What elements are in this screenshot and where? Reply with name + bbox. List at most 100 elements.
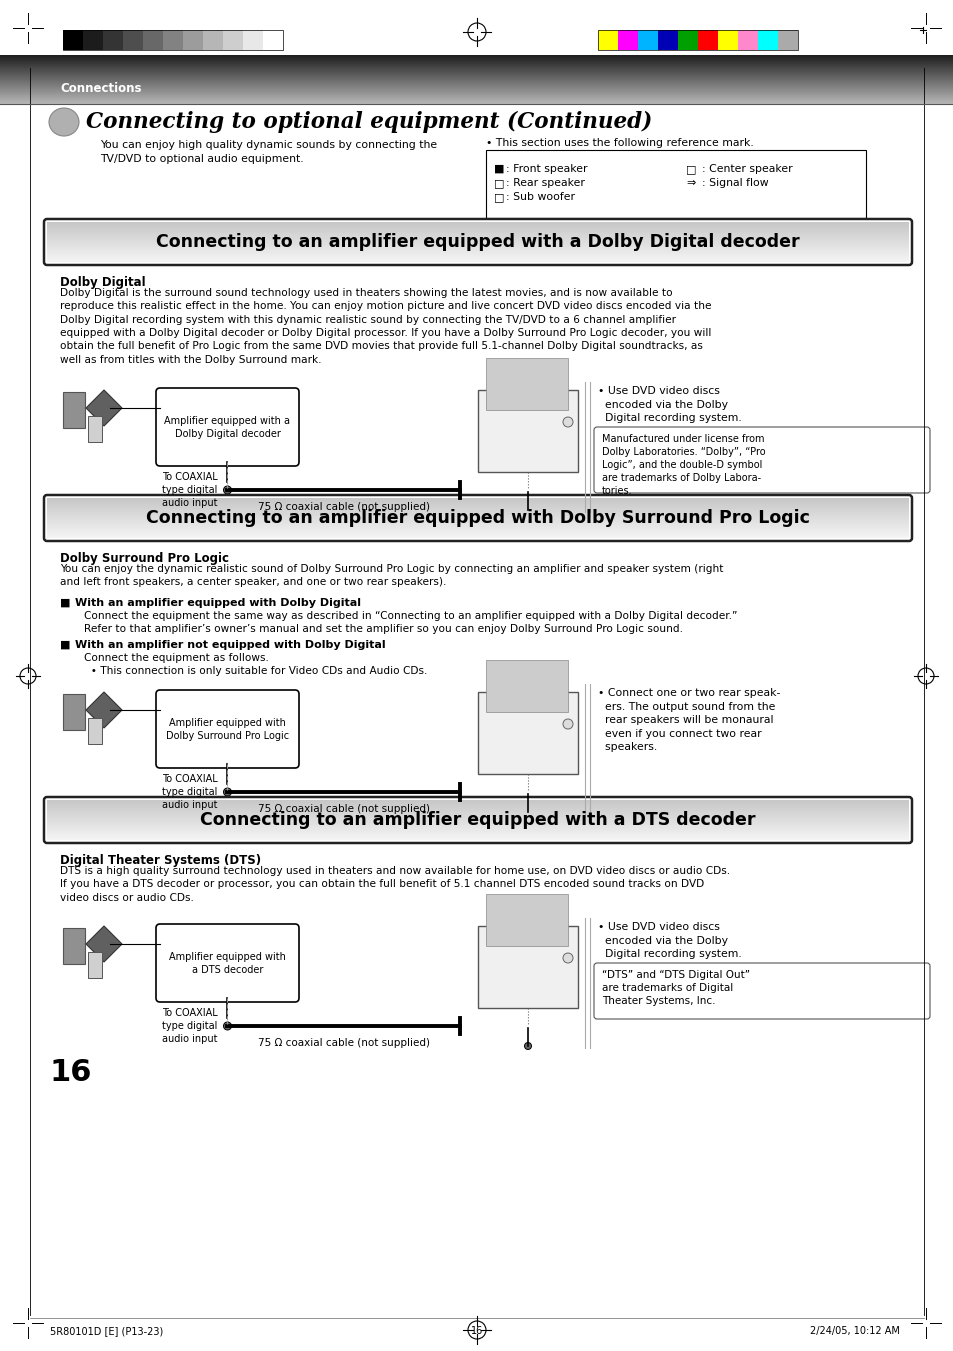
Text: 5R80101D [E] (P13-23): 5R80101D [E] (P13-23)	[50, 1325, 163, 1336]
Bar	[477, 692, 578, 774]
Bar	[88, 416, 102, 442]
Bar	[638, 30, 658, 50]
Bar	[678, 30, 698, 50]
Bar	[698, 30, 718, 50]
Text: : Rear speaker: : Rear speaker	[505, 178, 584, 188]
Text: 16: 16	[50, 1058, 92, 1088]
Circle shape	[524, 1043, 531, 1050]
Bar	[223, 30, 243, 50]
Bar	[183, 30, 203, 50]
Ellipse shape	[49, 108, 79, 136]
Polygon shape	[86, 390, 122, 426]
Circle shape	[524, 808, 531, 816]
Text: 75 Ω coaxial cable (not supplied): 75 Ω coaxial cable (not supplied)	[257, 503, 429, 512]
Text: □: □	[685, 163, 696, 174]
Bar	[485, 358, 567, 409]
Text: • Connect one or two rear speak-
  ers. The output sound from the
  rear speaker: • Connect one or two rear speak- ers. Th…	[598, 688, 780, 753]
Text: • Use DVD video discs
  encoded via the Dolby
  Digital recording system.: • Use DVD video discs encoded via the Do…	[598, 921, 741, 959]
Bar	[485, 150, 865, 218]
Bar	[485, 661, 567, 712]
Text: : Sub woofer: : Sub woofer	[505, 192, 575, 203]
Bar	[63, 30, 83, 50]
Text: 16: 16	[471, 1325, 482, 1336]
Bar	[88, 717, 102, 744]
Bar	[758, 30, 778, 50]
Bar	[243, 30, 263, 50]
Bar	[485, 894, 567, 946]
Text: Manufactured under license from
Dolby Laboratories. “Dolby”, “Pro
Logic”, and th: Manufactured under license from Dolby La…	[601, 434, 765, 496]
Circle shape	[223, 788, 232, 796]
Bar	[63, 694, 85, 730]
Text: Connect the equipment as follows.
  • This connection is only suitable for Video: Connect the equipment as follows. • This…	[84, 653, 427, 677]
Bar	[778, 30, 797, 50]
Text: • This section uses the following reference mark.: • This section uses the following refere…	[485, 138, 753, 149]
FancyBboxPatch shape	[156, 388, 298, 466]
Text: With an amplifier equipped with Dolby Digital: With an amplifier equipped with Dolby Di…	[75, 598, 360, 608]
Bar	[123, 30, 143, 50]
Bar	[88, 952, 102, 978]
Text: Digital Theater Systems (DTS): Digital Theater Systems (DTS)	[60, 854, 261, 867]
Text: : Front speaker: : Front speaker	[505, 163, 587, 174]
Text: Dolby Digital is the surround sound technology used in theaters showing the late: Dolby Digital is the surround sound tech…	[60, 288, 711, 365]
Bar	[738, 30, 758, 50]
Text: Connecting to an amplifier equipped with Dolby Surround Pro Logic: Connecting to an amplifier equipped with…	[146, 509, 809, 527]
Text: You can enjoy high quality dynamic sounds by connecting the
TV/DVD to optional a: You can enjoy high quality dynamic sound…	[100, 141, 436, 165]
Text: • Use DVD video discs
  encoded via the Dolby
  Digital recording system.: • Use DVD video discs encoded via the Do…	[598, 386, 741, 423]
Circle shape	[223, 1021, 232, 1029]
Text: □: □	[494, 178, 504, 188]
Text: 75 Ω coaxial cable (not supplied): 75 Ω coaxial cable (not supplied)	[257, 1038, 429, 1048]
Bar	[718, 30, 738, 50]
Text: 2/24/05, 10:12 AM: 2/24/05, 10:12 AM	[809, 1325, 899, 1336]
Text: □: □	[494, 192, 504, 203]
Text: Connections: Connections	[60, 82, 141, 95]
Text: To COAXIAL
type digital
audio input: To COAXIAL type digital audio input	[162, 774, 217, 809]
FancyBboxPatch shape	[594, 963, 929, 1019]
Bar	[63, 392, 85, 428]
Text: “DTS” and “DTS Digital Out”
are trademarks of Digital
Theater Systems, Inc.: “DTS” and “DTS Digital Out” are trademar…	[601, 970, 749, 1006]
Polygon shape	[86, 692, 122, 728]
Text: : Center speaker: : Center speaker	[701, 163, 792, 174]
Text: DTS is a high quality surround technology used in theaters and now available for: DTS is a high quality surround technolog…	[60, 866, 729, 902]
Bar	[103, 30, 123, 50]
Text: To COAXIAL
type digital
audio input: To COAXIAL type digital audio input	[162, 471, 217, 508]
Text: Connecting to an amplifier equipped with a Dolby Digital decoder: Connecting to an amplifier equipped with…	[156, 232, 799, 251]
Bar	[163, 30, 183, 50]
Text: To COAXIAL
type digital
audio input: To COAXIAL type digital audio input	[162, 1008, 217, 1043]
Text: Amplifier equipped with
Dolby Surround Pro Logic: Amplifier equipped with Dolby Surround P…	[166, 717, 289, 742]
Bar	[598, 30, 797, 50]
Bar	[203, 30, 223, 50]
Bar	[63, 30, 283, 50]
Bar	[263, 30, 283, 50]
Bar	[477, 925, 578, 1008]
Text: : Signal flow: : Signal flow	[701, 178, 768, 188]
Text: Connecting to an amplifier equipped with a DTS decoder: Connecting to an amplifier equipped with…	[200, 811, 755, 830]
Bar	[63, 928, 85, 965]
Text: Amplifier equipped with a
Dolby Digital decoder: Amplifier equipped with a Dolby Digital …	[164, 416, 291, 439]
Text: ⇒: ⇒	[685, 178, 695, 188]
Text: ■: ■	[60, 598, 71, 608]
Text: You can enjoy the dynamic realistic sound of Dolby Surround Pro Logic by connect: You can enjoy the dynamic realistic soun…	[60, 563, 722, 588]
Text: Connecting to optional equipment (Continued): Connecting to optional equipment (Contin…	[86, 111, 652, 132]
FancyBboxPatch shape	[156, 924, 298, 1002]
Bar	[477, 390, 578, 471]
Text: Amplifier equipped with
a DTS decoder: Amplifier equipped with a DTS decoder	[169, 952, 286, 975]
Circle shape	[524, 507, 531, 513]
FancyBboxPatch shape	[156, 690, 298, 767]
FancyBboxPatch shape	[594, 427, 929, 493]
Bar	[83, 30, 103, 50]
Bar	[143, 30, 163, 50]
Circle shape	[223, 486, 232, 494]
Text: Connect the equipment the same way as described in “Connecting to an amplifier e: Connect the equipment the same way as de…	[84, 611, 737, 635]
Bar	[598, 30, 618, 50]
Text: Dolby Surround Pro Logic: Dolby Surround Pro Logic	[60, 553, 229, 565]
Text: With an amplifier not equipped with Dolby Digital: With an amplifier not equipped with Dolb…	[75, 640, 385, 650]
Text: Dolby Digital: Dolby Digital	[60, 276, 146, 289]
Bar	[618, 30, 638, 50]
Circle shape	[562, 417, 573, 427]
Bar	[658, 30, 678, 50]
Text: ■: ■	[494, 163, 504, 174]
Circle shape	[562, 952, 573, 963]
Text: 75 Ω coaxial cable (not supplied): 75 Ω coaxial cable (not supplied)	[257, 804, 429, 815]
Circle shape	[562, 719, 573, 730]
Polygon shape	[86, 925, 122, 962]
